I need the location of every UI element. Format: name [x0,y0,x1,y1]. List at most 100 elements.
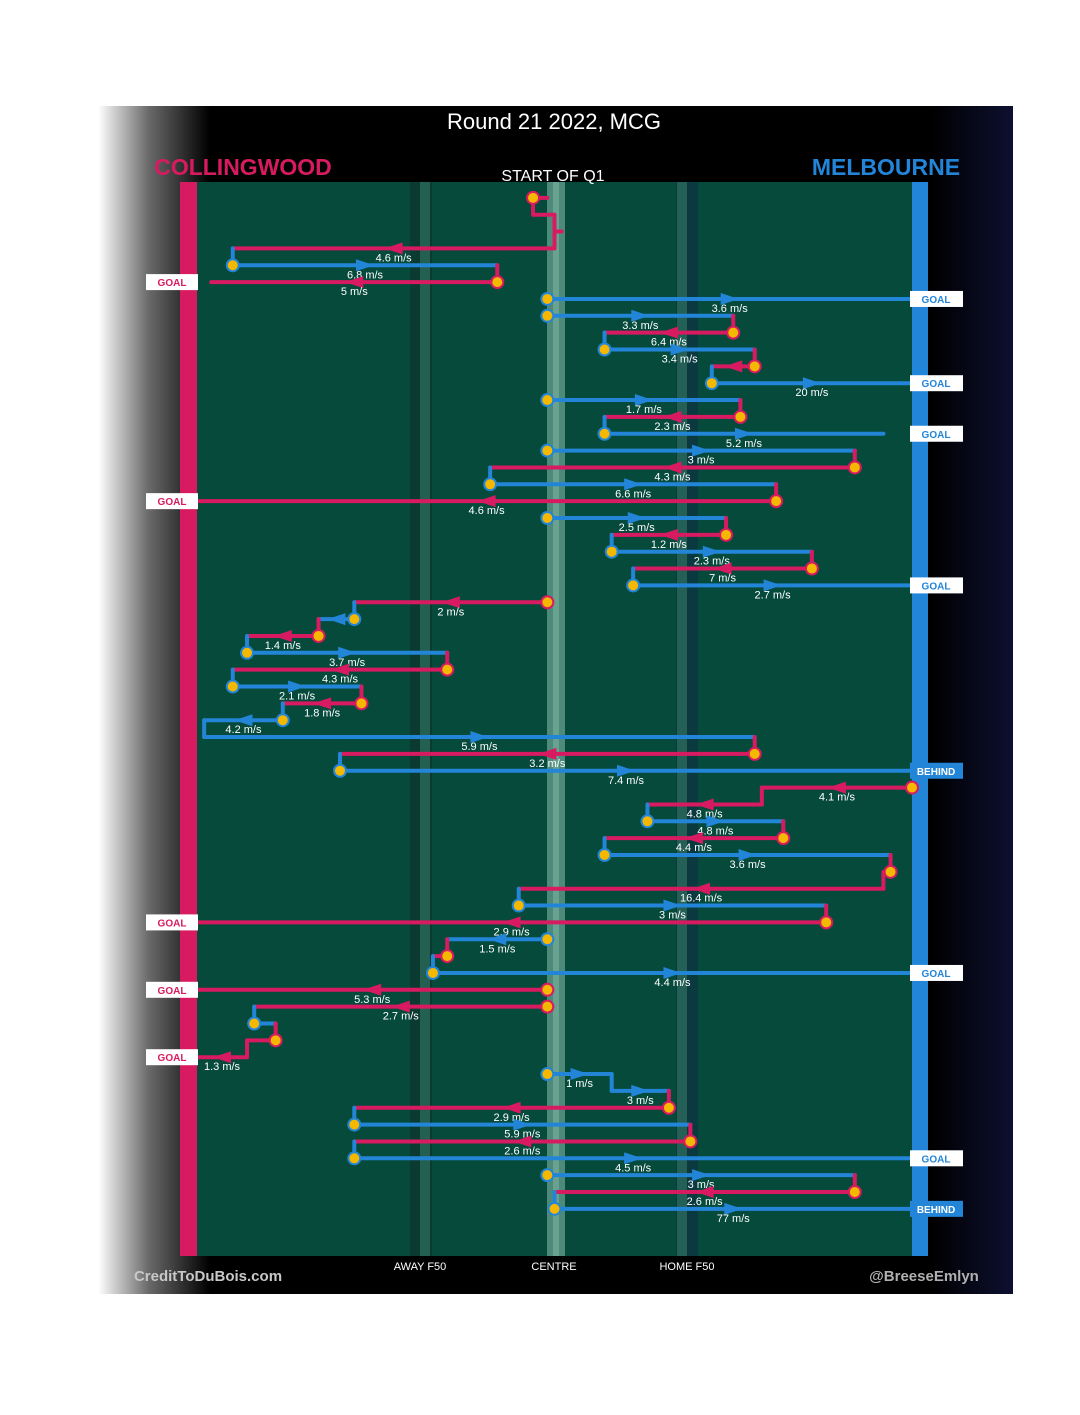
speed-label: 1.3 m/s [204,1061,241,1073]
speed-label: 16.4 m/s [680,893,723,905]
ball-marker [747,746,762,761]
speed-label: 2.1 m/s [279,691,316,703]
speed-label: 3.6 m/s [712,303,749,315]
outcome-badge [910,1200,963,1217]
speed-label: 3 m/s [688,455,715,467]
direction-arrow [827,781,846,794]
direction-arrow [695,1186,714,1198]
direction-arrow [288,680,307,693]
ball-marker [425,965,440,980]
outcome-badge [146,1049,198,1066]
speed-label: 2.6 m/s [504,1145,541,1157]
direction-arrow [570,1068,589,1081]
outcome-label: GOAL [922,430,951,441]
direction-arrow [356,259,375,272]
direction-arrow [617,764,635,777]
chart-title: Round 21 2022, MCG [447,109,661,134]
speed-label: 1.7 m/s [626,404,663,416]
speed-label: 2 m/s [437,606,464,618]
speed-label: 4.8 m/s [697,825,734,837]
outcome-badge [910,762,963,779]
speed-label: 4.4 m/s [654,977,691,989]
direction-arrow [213,1051,232,1064]
direction-arrow [384,242,403,255]
speed-label: 2.9 m/s [494,1112,531,1124]
ball-marker [626,578,641,593]
ball-marker [540,291,555,306]
ball-marker [225,679,240,694]
outcome-label: BEHIND [917,767,955,778]
outcome-label: GOAL [158,278,187,289]
direction-arrow [663,899,682,912]
speed-label: 2.7 m/s [755,589,792,601]
ball-marker [347,612,362,627]
ball-marker [275,713,290,728]
ball-marker [225,258,240,273]
direction-arrow [327,613,346,626]
ball-marker [847,460,862,475]
direction-arrow [695,798,714,811]
direction-arrow [663,410,682,423]
ball-marker [268,1033,283,1048]
outcome-badge [146,914,198,931]
outcome-label: GOAL [922,379,951,390]
direction-arrow [659,326,678,339]
ball-marker [597,848,612,862]
ball-marker [333,763,347,778]
ball-marker [483,477,498,492]
speed-label: 6.4 m/s [651,337,688,349]
direction-arrow [684,832,703,845]
speed-label: 2.3 m/s [654,421,691,433]
ball-marker [661,1100,676,1115]
outcome-label: GOAL [922,1154,951,1165]
speed-label: 3 m/s [659,910,686,922]
direction-arrow [724,360,743,373]
ball-marker [847,1185,862,1199]
direction-arrow [338,646,357,659]
direction-arrow [391,1000,410,1013]
ball-marker [347,1117,362,1132]
ball-marker [440,949,455,964]
direction-arrow [345,276,364,289]
direction-arrow [692,882,711,895]
ball-marker [540,393,555,408]
ball-marker [804,561,819,576]
outcome-label: GOAL [158,918,187,929]
outcome-label: GOAL [922,969,951,980]
speed-label: 3.4 m/s [662,354,699,366]
centre-tick-label: CENTRE [531,1261,576,1273]
speed-label: 2.6 m/s [687,1196,724,1208]
collingwood-label: COLLINGWOOD [154,154,332,180]
speed-label: 6.6 m/s [615,488,652,500]
outcome-badge [910,425,963,442]
direction-arrow [538,747,557,760]
speed-label: 2.7 m/s [383,1011,420,1023]
ball-marker [597,342,612,357]
ball-marker [540,511,555,525]
speed-label: 4.2 m/s [225,724,262,736]
ball-marker [704,376,719,391]
direction-arrow [734,427,753,440]
ball-marker [540,308,555,323]
outcome-label: BEHIND [917,1205,955,1216]
chains-layer: 4.6 m/s 6.8 m/s 5 m/s GOAL 3.6 m/s GOAL 3.3 m/… [146,190,963,1225]
speed-label: 3.2 m/s [529,758,566,770]
speed-label: 7 m/s [709,573,736,585]
speed-label: 3.3 m/s [622,320,659,332]
speed-label: 4.8 m/s [687,808,724,820]
direction-arrow [477,495,496,508]
direction-arrow [513,1118,532,1131]
ball-marker [540,932,555,947]
direction-arrow [363,983,382,996]
direction-arrow [631,1084,650,1097]
speed-label: 4.3 m/s [322,674,359,686]
direction-arrow [441,596,460,609]
direction-arrow [502,916,521,929]
direction-arrow [624,1152,643,1165]
ball-marker [747,359,762,374]
speed-label: 3.6 m/s [730,859,767,871]
speed-label: 1.8 m/s [304,707,341,719]
speed-label: 1.4 m/s [265,640,302,652]
ball-marker [776,831,791,846]
direction-arrow [488,933,507,946]
